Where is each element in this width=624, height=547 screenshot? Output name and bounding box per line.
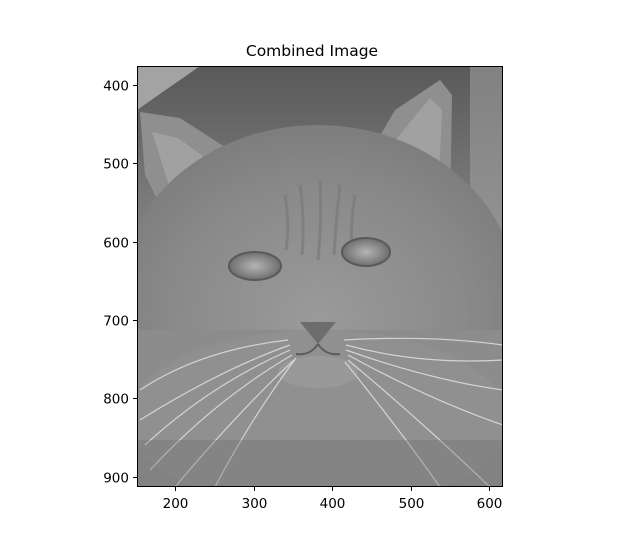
cat-image	[137, 66, 503, 487]
x-tick-label: 200	[163, 496, 189, 512]
x-tick-label: 500	[399, 496, 425, 512]
y-tick-label: 700	[103, 314, 129, 330]
y-tick-label: 800	[103, 392, 129, 408]
x-axis: 200 300 400 500 600	[163, 487, 503, 512]
x-tick-label: 400	[320, 496, 346, 512]
y-tick-label: 900	[103, 471, 129, 487]
y-axis: 400 500 600 700 800 900	[103, 79, 137, 487]
y-tick-label: 500	[103, 157, 129, 173]
plot-title: Combined Image	[245, 42, 379, 60]
y-tick-label: 400	[103, 79, 129, 95]
y-tick-label: 600	[103, 236, 129, 252]
x-tick-label: 300	[242, 496, 268, 512]
x-tick-label: 600	[477, 496, 503, 512]
axes-frame	[137, 66, 503, 487]
